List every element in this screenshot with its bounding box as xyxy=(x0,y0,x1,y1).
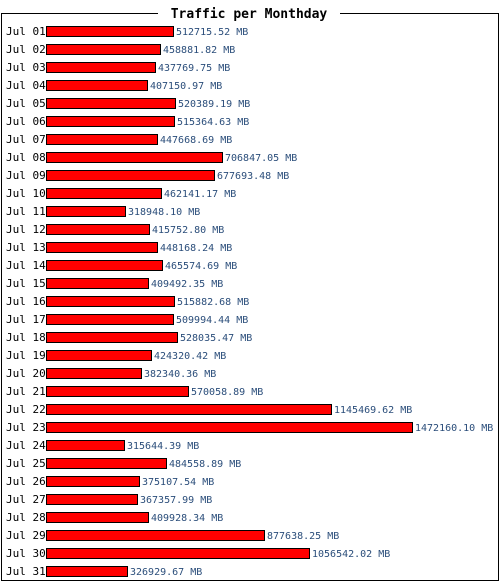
value-label: 409492.35 MB xyxy=(151,279,223,290)
traffic-bar xyxy=(46,476,140,487)
traffic-bar xyxy=(46,98,176,109)
value-label: 409928.34 MB xyxy=(151,513,223,524)
value-label: 1472160.10 MB xyxy=(415,423,493,434)
traffic-bar xyxy=(46,224,150,235)
day-label: Jul 11 xyxy=(6,205,46,218)
traffic-bar xyxy=(46,26,174,37)
day-label: Jul 16 xyxy=(6,295,46,308)
traffic-bar xyxy=(46,152,223,163)
value-label: 1056542.02 MB xyxy=(312,549,390,560)
day-label: Jul 04 xyxy=(6,79,46,92)
traffic-bar xyxy=(46,80,148,91)
value-label: 877638.25 MB xyxy=(267,531,339,542)
traffic-bar xyxy=(46,134,158,145)
traffic-bar xyxy=(46,170,215,181)
traffic-bar xyxy=(46,404,332,415)
chart-title: Traffic per Monthday xyxy=(171,7,328,22)
value-label: 570058.89 MB xyxy=(191,387,263,398)
traffic-bar xyxy=(46,332,178,343)
traffic-bar xyxy=(46,62,156,73)
day-label: Jul 01 xyxy=(6,25,46,38)
traffic-bar xyxy=(46,422,413,433)
value-label: 375107.54 MB xyxy=(142,477,214,488)
day-label: Jul 23 xyxy=(6,421,46,434)
value-label: 465574.69 MB xyxy=(165,261,237,272)
value-label: 407150.97 MB xyxy=(150,81,222,92)
day-label: Jul 05 xyxy=(6,97,46,110)
day-label: Jul 10 xyxy=(6,187,46,200)
value-label: 509994.44 MB xyxy=(176,315,248,326)
day-label: Jul 28 xyxy=(6,511,46,524)
traffic-bar xyxy=(46,566,128,577)
traffic-bar xyxy=(46,530,265,541)
day-label: Jul 09 xyxy=(6,169,46,182)
value-label: 677693.48 MB xyxy=(217,171,289,182)
day-label: Jul 25 xyxy=(6,457,46,470)
value-label: 706847.05 MB xyxy=(225,153,297,164)
traffic-bar xyxy=(46,116,175,127)
day-label: Jul 26 xyxy=(6,475,46,488)
traffic-bar xyxy=(46,314,174,325)
value-label: 382340.36 MB xyxy=(144,369,216,380)
traffic-bar xyxy=(46,296,175,307)
value-label: 318948.10 MB xyxy=(128,207,200,218)
traffic-bar xyxy=(46,350,152,361)
traffic-bar xyxy=(46,44,161,55)
day-label: Jul 06 xyxy=(6,115,46,128)
day-label: Jul 12 xyxy=(6,223,46,236)
day-label: Jul 19 xyxy=(6,349,46,362)
day-label: Jul 02 xyxy=(6,43,46,56)
value-label: 515882.68 MB xyxy=(177,297,249,308)
traffic-bar xyxy=(46,386,189,397)
value-label: 484558.89 MB xyxy=(169,459,241,470)
value-label: 515364.63 MB xyxy=(177,117,249,128)
value-label: 528035.47 MB xyxy=(180,333,252,344)
day-label: Jul 29 xyxy=(6,529,46,542)
day-label: Jul 18 xyxy=(6,331,46,344)
value-label: 458881.82 MB xyxy=(163,45,235,56)
value-label: 415752.80 MB xyxy=(152,225,224,236)
value-label: 315644.39 MB xyxy=(127,441,199,452)
day-label: Jul 13 xyxy=(6,241,46,254)
value-label: 1145469.62 MB xyxy=(334,405,412,416)
value-label: 520389.19 MB xyxy=(178,99,250,110)
title-background xyxy=(158,5,340,21)
traffic-bar xyxy=(46,278,149,289)
day-label: Jul 27 xyxy=(6,493,46,506)
traffic-bar xyxy=(46,548,310,559)
traffic-bar xyxy=(46,440,125,451)
day-label: Jul 14 xyxy=(6,259,46,272)
day-label: Jul 30 xyxy=(6,547,46,560)
traffic-bar xyxy=(46,494,138,505)
day-label: Jul 07 xyxy=(6,133,46,146)
day-label: Jul 22 xyxy=(6,403,46,416)
bar-rows: Jul 01 512715.52 MB Jul 02 458881.82 MB Jul … xyxy=(6,25,493,578)
day-label: Jul 31 xyxy=(6,565,46,578)
value-label: 512715.52 MB xyxy=(176,27,248,38)
value-label: 462141.17 MB xyxy=(164,189,236,200)
value-label: 326929.67 MB xyxy=(130,567,202,578)
day-label: Jul 15 xyxy=(6,277,46,290)
day-label: Jul 03 xyxy=(6,61,46,74)
day-label: Jul 17 xyxy=(6,313,46,326)
traffic-bar xyxy=(46,458,167,469)
day-label: Jul 21 xyxy=(6,385,46,398)
value-label: 437769.75 MB xyxy=(158,63,230,74)
day-label: Jul 20 xyxy=(6,367,46,380)
value-label: 424320.42 MB xyxy=(154,351,226,362)
day-label: Jul 24 xyxy=(6,439,46,452)
traffic-bar xyxy=(46,260,163,271)
value-label: 367357.99 MB xyxy=(140,495,212,506)
traffic-bar xyxy=(46,188,162,199)
traffic-bar xyxy=(46,368,142,379)
traffic-bar xyxy=(46,512,149,523)
value-label: 447668.69 MB xyxy=(160,135,232,146)
value-label: 448168.24 MB xyxy=(160,243,232,254)
day-label: Jul 08 xyxy=(6,151,46,164)
traffic-bar xyxy=(46,206,126,217)
traffic-bar xyxy=(46,242,158,253)
